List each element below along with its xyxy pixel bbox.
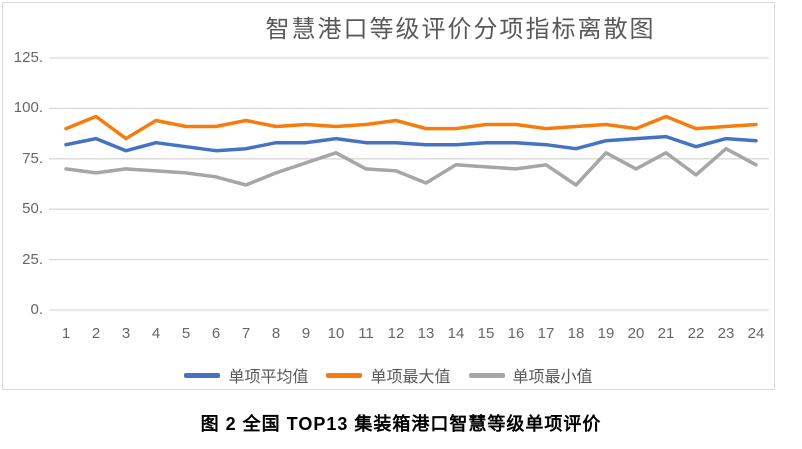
x-axis-tick-label: 24 xyxy=(747,325,765,342)
x-axis-tick-label: 7 xyxy=(241,325,251,342)
x-axis-tick-label: 15 xyxy=(477,325,495,342)
x-axis-tick-label: 3 xyxy=(121,325,131,342)
x-axis-tick-label: 14 xyxy=(447,325,465,342)
legend-label: 单项最小值 xyxy=(512,369,593,386)
y-axis-tick-label: 125. xyxy=(13,49,43,66)
x-axis-tick-label: 22 xyxy=(687,325,705,342)
single-average-line xyxy=(64,134,758,153)
single-min-line xyxy=(64,146,758,187)
x-axis-tick-label: 18 xyxy=(567,325,585,342)
x-axis-tick-label: 6 xyxy=(211,325,221,342)
y-axis-tick-label: 50. xyxy=(22,200,43,218)
x-axis-tick-label: 19 xyxy=(597,325,615,342)
figure-caption: 图 2 全国 TOP13 集装箱港口智慧等级单项评价 xyxy=(200,414,602,434)
y-axis-tick-label: 25. xyxy=(22,250,43,268)
legend-label: 单项平均值 xyxy=(228,369,309,386)
x-axis-tick-label: 17 xyxy=(537,325,555,342)
legend-item-single-min: 单项最小值 xyxy=(468,363,593,387)
y-axis-tick-label: 75. xyxy=(22,149,43,167)
single-min-legend-swatch xyxy=(468,372,505,378)
x-axis-tick-label: 20 xyxy=(627,325,645,342)
x-axis-tick-label: 11 xyxy=(358,325,374,342)
x-axis-tick-label: 16 xyxy=(507,325,525,342)
single-max-line xyxy=(64,114,758,141)
single-average-legend-swatch xyxy=(184,372,221,378)
single-max-legend-swatch xyxy=(326,372,363,378)
y-axis-tick-label: 100. xyxy=(13,99,43,117)
y-axis-tick-label: 0. xyxy=(30,301,43,318)
x-axis-tick-label: 12 xyxy=(387,325,405,342)
chart-title: 智慧港口等级评价分项指标离散图 xyxy=(265,16,656,43)
legend-item-single-average: 单项平均值 xyxy=(184,363,308,387)
x-axis-tick-label: 1 xyxy=(61,325,71,342)
x-axis-tick-label: 13 xyxy=(417,325,435,342)
x-axis-tick-label: 5 xyxy=(181,325,191,342)
line-chart: 智慧港口等级评价分项指标离散图 单项平均值 单项最大值 单项最小值 0. 25. 50.… xyxy=(2,2,775,390)
x-axis-tick-label: 9 xyxy=(301,325,311,342)
x-axis-tick-label: 2 xyxy=(91,325,101,342)
x-axis-tick-label: 8 xyxy=(271,325,281,342)
legend: 单项平均值 单项最大值 单项最小值 xyxy=(3,363,774,387)
plot-area xyxy=(49,57,769,311)
x-axis-tick-label: 4 xyxy=(151,325,161,342)
x-axis-tick-label: 21 xyxy=(657,325,675,342)
legend-label: 单项最大值 xyxy=(370,369,451,386)
x-axis-tick-label: 10 xyxy=(327,325,345,342)
legend-item-single-max: 单项最大值 xyxy=(326,363,451,387)
x-axis-tick-label: 23 xyxy=(717,325,735,342)
